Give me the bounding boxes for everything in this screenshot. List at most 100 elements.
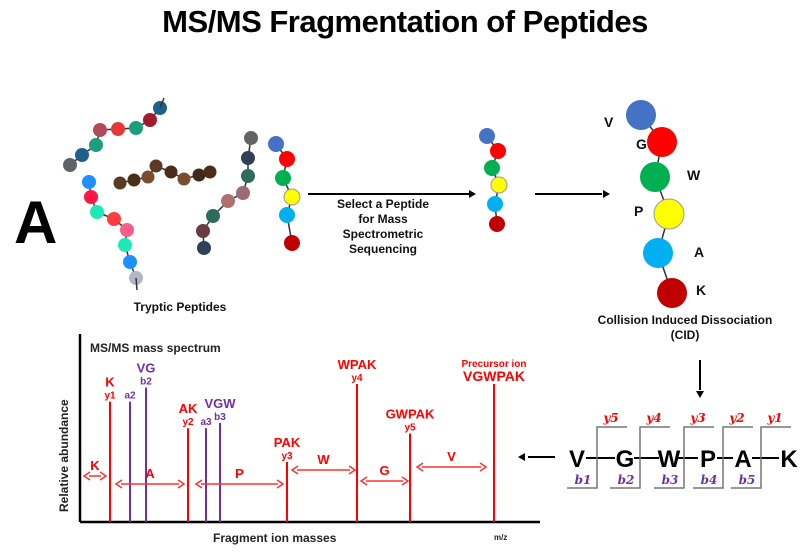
cid-peptide-residue [657, 278, 687, 308]
peak-sequence-label: VGW [204, 396, 236, 411]
cid-peptide-residue [643, 238, 673, 268]
cid-residue-label: P [634, 203, 643, 219]
tryptic-peptide-3-residue [192, 168, 206, 182]
cid-residue-label: V [604, 114, 614, 130]
tryptic-peptide-3-residue [149, 159, 163, 173]
tryptic-peptide-4-residue [221, 194, 235, 208]
cleavage-bracket [567, 426, 627, 489]
spectrum-title: MS/MS mass spectrum [90, 341, 221, 355]
selected-peptide-middle-residue [479, 128, 495, 144]
mass-difference-arrowhead [276, 479, 285, 489]
sequence-residue: W [658, 446, 681, 473]
cid-residue-label: G [636, 136, 647, 152]
tryptic-peptide-3-residue [203, 165, 217, 179]
selected-peptide-middle-residue [490, 143, 506, 159]
tryptic-peptide-2-residue [82, 175, 96, 189]
selected-peptide-left-residue [284, 235, 300, 251]
tryptic-peptide-1-residue [129, 121, 143, 135]
mass-difference-arrowhead [479, 462, 488, 472]
mass-difference-arrowhead [290, 465, 299, 475]
x-unit-label: m/z [494, 533, 507, 542]
mass-difference-label: W [317, 452, 330, 467]
tryptic-peptide-1-residue [89, 138, 103, 152]
peak-ion-label: b3 [214, 412, 226, 423]
tryptic-peptide-1-tail [159, 97, 165, 109]
peak-ion-label: y1 [104, 391, 116, 402]
cid-peptide-residue [640, 162, 670, 192]
tryptic-peptide-2-tail [135, 277, 138, 291]
tryptic-peptide-4-residue [206, 209, 220, 223]
selected-peptide-middle-residue [489, 216, 505, 232]
b-ion-label: b4 [701, 473, 718, 487]
tryptic-peptide-4-residue [236, 186, 250, 200]
peak-sequence-label: VG [137, 360, 156, 375]
mass-difference-arrowhead [359, 476, 368, 486]
selected-peptide-middle-residue [484, 160, 500, 176]
select-peptide-label: Select a Peptide for Mass Spectrometric … [318, 197, 448, 257]
peak-ion-label: y5 [404, 423, 416, 434]
peak-sequence-label: VGWPAK [463, 368, 525, 384]
cid-peptide-residue [647, 127, 677, 157]
cid-label: Collision Induced Dissociation (CID) [570, 313, 800, 343]
tryptic-peptide-3-residue [164, 165, 178, 179]
tryptic-peptide-1-residue [143, 113, 157, 127]
b-ion-label: b2 [618, 473, 635, 487]
mass-difference-arrowhead [114, 479, 123, 489]
tryptic-peptide-4-residue [196, 224, 210, 238]
b-ion-label: b5 [739, 473, 756, 487]
mass-difference-arrowhead [82, 471, 91, 481]
y-axis-label: Relative abundance [57, 399, 71, 512]
peak-sequence-label: K [105, 375, 115, 390]
select-line-2: for Mass [358, 212, 408, 226]
mass-difference-arrowhead [99, 471, 108, 481]
peak-sequence-label: GWPAK [386, 407, 435, 422]
mass-difference-arrowhead [348, 465, 357, 475]
cid-residue-label: K [696, 282, 706, 298]
spectrum-arrow-head [518, 453, 525, 461]
sequence-residue: G [616, 446, 635, 473]
b-ion-label: b1 [575, 473, 592, 487]
select-arrow-head [469, 190, 476, 198]
cid-line-2: (CID) [670, 328, 700, 342]
mass-difference-label: K [90, 458, 100, 473]
peak-ion-label: y2 [182, 417, 194, 428]
mass-difference-label: P [235, 466, 244, 481]
mass-difference-arrowhead [401, 476, 410, 486]
peak-sequence-label: PAK [274, 435, 301, 450]
tryptic-peptide-2-residue [123, 255, 137, 269]
cid-arrow-head [603, 190, 610, 198]
y-ion-label: y1 [766, 411, 782, 425]
selected-peptide-left-residue [275, 170, 291, 186]
tryptic-peptide-3-residue [177, 172, 191, 186]
cid-peptide-residue [653, 198, 685, 230]
selected-peptide-middle-residue [487, 196, 503, 212]
mass-difference-arrowhead [194, 479, 203, 489]
tryptic-peptide-1-residue [111, 122, 125, 136]
tryptic-peptide-4-residue [241, 169, 255, 183]
tryptic-peptide-3-residue [141, 170, 155, 184]
tryptic-peptides-label: Tryptic Peptides [133, 300, 227, 314]
figure-title: MS/MS Fragmentation of Peptides [162, 4, 648, 39]
cleavage-bracket [610, 426, 670, 489]
cid-line-1: Collision Induced Dissociation [597, 313, 773, 327]
select-line-1: Select a Peptide [336, 197, 430, 211]
select-line-3: Spectrometric [342, 227, 424, 241]
peak-sequence-label: WPAK [338, 357, 377, 372]
sequence-residue: A [734, 446, 751, 473]
peak-ion-label: b2 [140, 376, 152, 387]
y-ion-label: y4 [645, 411, 661, 425]
x-axis-label: Fragment ion masses [213, 531, 337, 545]
down-arrow-head [696, 391, 704, 398]
tryptic-peptide-1-residue [75, 148, 89, 162]
mass-difference-arrowhead [415, 462, 424, 472]
tryptic-peptide-4-residue [244, 131, 258, 145]
tryptic-peptide-2-residue [84, 190, 98, 204]
peak-ion-label: y3 [281, 451, 293, 462]
selected-peptide-middle-residue [490, 176, 508, 194]
cleavage-bracket [693, 426, 753, 489]
tryptic-peptide-1-residue [93, 123, 107, 137]
precursor-label: Precursor ion [461, 359, 526, 370]
cid-residue-label: W [687, 167, 701, 183]
peak-ion-label: y4 [351, 373, 363, 384]
